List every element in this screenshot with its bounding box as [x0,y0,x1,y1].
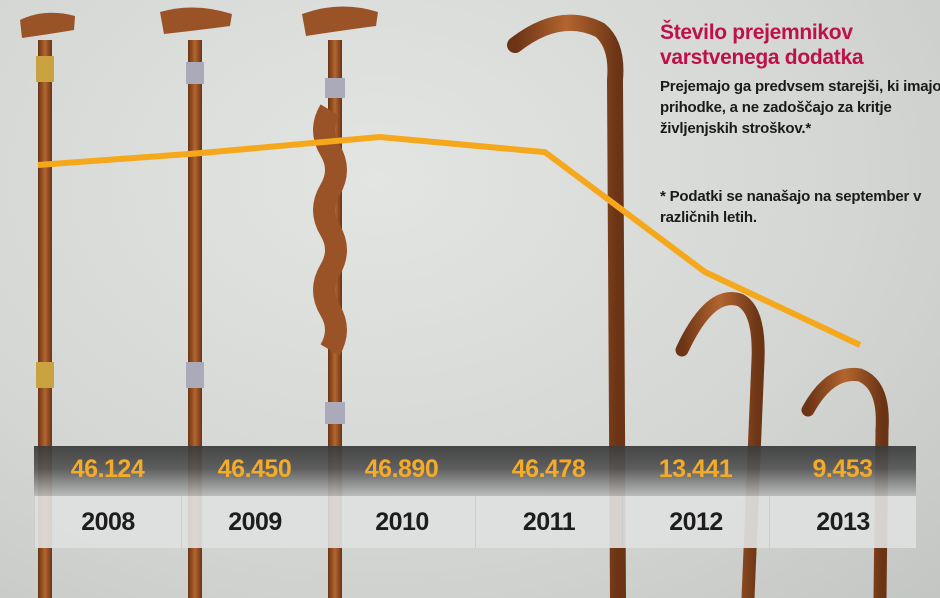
data-label: 46.124 [70,454,145,483]
data-label: 13.441 [658,454,733,483]
cane-5 [675,292,765,598]
cane-6 [801,367,889,598]
x-tick-label: 2008 [34,496,181,548]
year-band: 2008 2009 2010 2011 2012 2013 [34,496,916,548]
x-tick-label: 2012 [622,496,769,548]
data-label: 46.890 [364,454,439,483]
data-label: 9.453 [812,454,873,483]
trend-line [37,134,862,348]
x-tick-label: 2013 [769,496,916,548]
cane-4 [507,14,626,598]
data-label: 46.450 [217,454,292,483]
chart-title: Število prejemnikov varstvenega dodatka [660,21,864,69]
footnote: * Podatki se nanašajo na september v raz… [660,188,922,226]
value-band: 46.124 46.450 46.890 46.478 13.441 9.453 [34,446,916,496]
x-tick-label: 2011 [475,496,622,548]
data-label: 46.478 [511,454,586,483]
x-tick-label: 2010 [328,496,475,548]
chart-subtitle: Prejemajo ga predvsem starejši, ki imajo… [660,78,940,137]
x-tick-label: 2009 [181,496,328,548]
